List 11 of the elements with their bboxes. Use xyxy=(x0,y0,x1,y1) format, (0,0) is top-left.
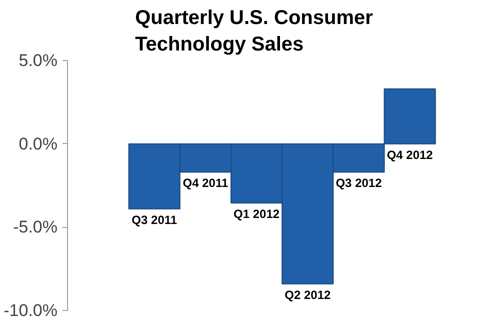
x-tick-label: Q3 2012 xyxy=(336,176,382,190)
y-tick-label: 5.0% xyxy=(18,51,58,70)
x-tick-label: Q2 2012 xyxy=(284,288,331,302)
x-tick-label: Q3 2011 xyxy=(132,212,178,227)
x-tick-label: Q1 2012 xyxy=(234,207,280,221)
x-tick-label: Q4 2012 xyxy=(386,148,434,162)
x-tick-label: Q4 2011 xyxy=(182,176,228,190)
y-tick-label: 0.0% xyxy=(18,134,58,154)
chart-title: Quarterly U.S. Consumer Technology Sales xyxy=(135,7,374,56)
y-tick-label: -10.0% xyxy=(4,301,58,320)
y-tick-label: -5.0% xyxy=(13,218,58,237)
